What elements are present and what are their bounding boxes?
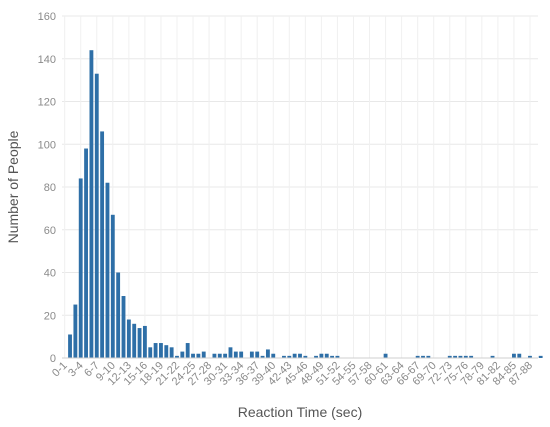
bar-50-51 — [330, 355, 335, 358]
y-tick-label: 160 — [38, 11, 56, 23]
bar-85-86 — [517, 353, 522, 358]
bar-35-36 — [249, 351, 254, 358]
bar-8-9 — [105, 182, 110, 358]
bar-44-45 — [298, 353, 302, 358]
bar-4-5 — [84, 148, 88, 358]
y-tick-label: 0 — [50, 353, 56, 365]
bar-75-76 — [463, 355, 468, 358]
bar-80-81 — [490, 355, 495, 358]
bar-1-2 — [68, 334, 72, 358]
y-tick-label: 40 — [44, 268, 56, 280]
bar-12-13 — [126, 319, 131, 358]
bar-36-37 — [255, 351, 260, 358]
bar-15-16 — [142, 325, 147, 358]
bar-39-40 — [271, 353, 276, 358]
bar-17-18 — [153, 343, 158, 358]
bar-49-50 — [324, 353, 329, 358]
bar-25-26 — [196, 353, 201, 358]
y-axis-title: Number of People — [5, 130, 21, 243]
gridlines — [62, 15, 538, 359]
bar-33-34 — [239, 351, 244, 358]
bar-9-10 — [110, 214, 115, 358]
bar-73-74 — [453, 355, 458, 358]
y-tick-label: 100 — [38, 139, 56, 151]
bar-5-6 — [89, 50, 94, 358]
bar-20-21 — [169, 347, 174, 358]
bar-41-42 — [282, 355, 286, 358]
bar-38-39 — [265, 349, 270, 358]
bar-26-27 — [201, 351, 206, 358]
bar-60-61 — [383, 353, 388, 358]
bar-6-7 — [94, 73, 99, 359]
bar-31-32 — [228, 347, 233, 358]
bar-19-20 — [164, 345, 169, 358]
bar-32-33 — [233, 351, 238, 358]
bar-67-68 — [421, 355, 425, 358]
bar-84-85 — [512, 353, 516, 358]
bar-42-43 — [287, 355, 292, 358]
bar-22-23 — [180, 351, 185, 358]
y-tick-label: 60 — [44, 225, 56, 237]
y-tick-label: 80 — [44, 182, 56, 194]
bar-23-24 — [185, 343, 190, 358]
bars — [68, 50, 543, 359]
bar-47-48 — [314, 355, 318, 358]
bar-24-25 — [191, 353, 195, 358]
bar-16-17 — [148, 347, 153, 358]
x-axis-ticks: 0-13-46-79-1012-1315-1618-1921-2224-2527… — [50, 360, 535, 388]
bar-13-14 — [132, 323, 137, 358]
bar-18-19 — [159, 343, 163, 358]
bar-10-11 — [116, 272, 121, 358]
bar-51-52 — [335, 355, 340, 358]
x-axis-title: Reaction Time (sec) — [238, 404, 362, 420]
bar-undefined — [538, 355, 543, 358]
bar-87-88 — [528, 355, 532, 358]
bar-66-67 — [415, 355, 420, 358]
bar-43-44 — [292, 353, 297, 358]
bar-37-38 — [260, 355, 265, 358]
bar-3-4 — [78, 178, 83, 358]
bar-21-22 — [175, 355, 179, 358]
y-tick-label: 120 — [38, 97, 56, 109]
y-tick-label: 20 — [44, 310, 56, 322]
y-tick-label: 140 — [38, 54, 56, 66]
bar-14-15 — [137, 328, 142, 358]
y-axis-ticks: 0 20 40 60 80 100 120 140 160 — [38, 11, 56, 365]
bar-74-75 — [458, 355, 463, 358]
bar-7-8 — [100, 131, 105, 358]
bar-11-12 — [121, 296, 126, 358]
bar-2-3 — [73, 304, 78, 358]
bar-48-49 — [319, 353, 324, 358]
bar-72-73 — [447, 355, 452, 358]
bar-29-30 — [217, 353, 222, 358]
bar-68-69 — [426, 355, 431, 358]
bar-45-46 — [303, 355, 308, 358]
bar-28-29 — [212, 353, 217, 358]
bar-30-31 — [223, 353, 228, 358]
bar-76-77 — [469, 355, 474, 358]
